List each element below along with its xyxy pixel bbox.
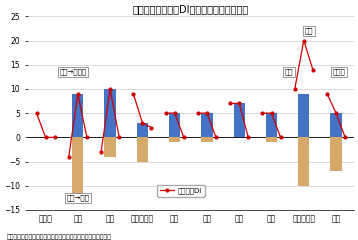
Bar xyxy=(72,94,83,137)
Bar xyxy=(298,94,309,137)
Bar xyxy=(330,137,342,171)
Bar xyxy=(330,113,342,137)
Bar xyxy=(105,89,116,137)
Text: 今回: 今回 xyxy=(304,28,313,34)
Bar xyxy=(105,137,116,157)
Text: 前回: 前回 xyxy=(285,69,294,75)
Bar xyxy=(137,123,148,137)
Text: 先行き: 先行き xyxy=(333,69,346,75)
Bar xyxy=(169,113,180,137)
Title: 地域別の業況判断DIと変化幅（非製造業）: 地域別の業況判断DIと変化幅（非製造業） xyxy=(133,4,249,14)
Bar xyxy=(201,113,213,137)
Legend: 業況判断DI: 業況判断DI xyxy=(158,185,205,197)
Bar xyxy=(72,137,83,195)
Bar xyxy=(201,137,213,142)
Text: （資料）日本銀行各支店公表資料よりニッセイ基礎研究所作成: （資料）日本銀行各支店公表資料よりニッセイ基礎研究所作成 xyxy=(7,234,112,240)
Bar xyxy=(137,137,148,162)
Text: 今回→先行き: 今回→先行き xyxy=(59,69,87,75)
Bar xyxy=(233,103,245,137)
Text: 前回→今回: 前回→今回 xyxy=(66,195,89,201)
Bar xyxy=(298,137,309,186)
Bar xyxy=(266,113,277,137)
Bar xyxy=(266,137,277,142)
Bar xyxy=(169,137,180,142)
